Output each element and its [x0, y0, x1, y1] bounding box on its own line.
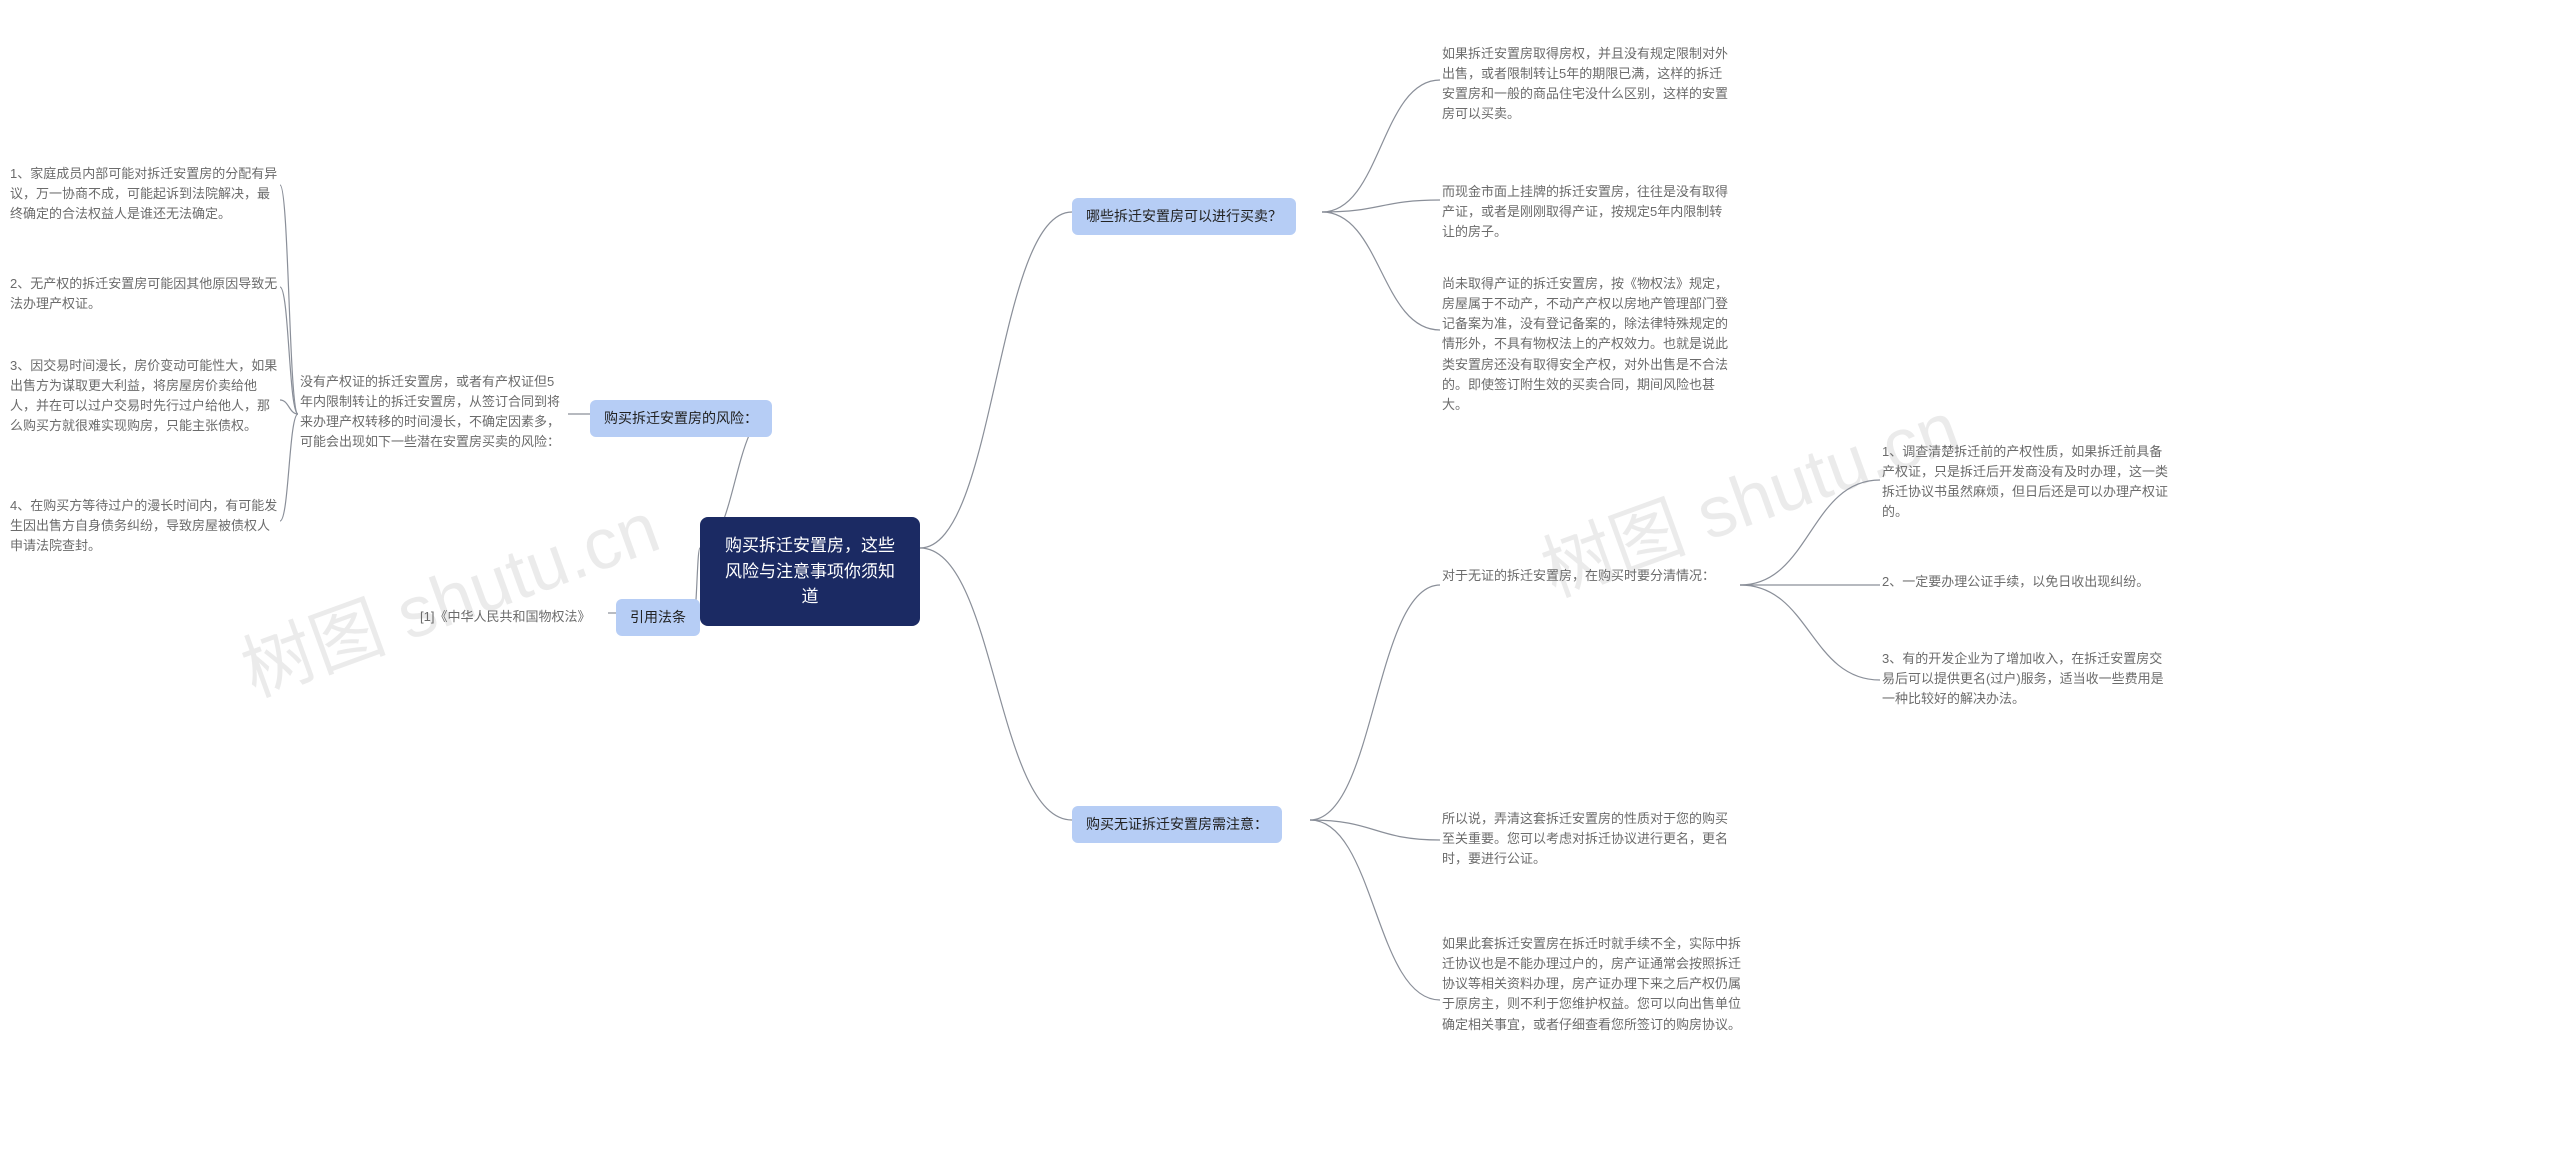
branch-which-label: 哪些拆迁安置房可以进行买卖？ — [1086, 208, 1282, 224]
branch-law: 引用法条 — [616, 599, 700, 636]
branch-risks-label: 购买拆迁安置房的风险： — [604, 410, 758, 426]
which-item-3: 尚未取得产证的拆迁安置房，按《物权法》规定，房屋属于不动产，不动产产权以房地产管… — [1440, 270, 1730, 419]
root-node: 购买拆迁安置房，这些风险与注意事项你须知道 — [700, 517, 920, 626]
branch-law-label: 引用法条 — [630, 609, 686, 625]
branch-nocert: 购买无证拆迁安置房需注意： — [1072, 806, 1282, 843]
nocert-sub-item-3: 3、有的开发企业为了增加收入，在拆迁安置房交易后可以提供更名(过户)服务，适当收… — [1880, 645, 2170, 713]
which-item-1: 如果拆迁安置房取得房权，并且没有规定限制对外出售，或者限制转让5年的期限已满，这… — [1440, 40, 1730, 129]
risk-item-1: 1、家庭成员内部可能对拆迁安置房的分配有异议，万一协商不成，可能起诉到法院解决，… — [8, 160, 280, 228]
watermark: 树图 shutu.cn — [225, 469, 671, 717]
nocert-extra-2: 如果此套拆迁安置房在拆迁时就手续不全，实际中拆迁协议也是不能办理过户的，房产证通… — [1440, 930, 1750, 1039]
canvas: 树图 shutu.cn 树图 shutu.cn 购买拆迁安置房，这些风险与注意事… — [0, 0, 2560, 1172]
law-ref: [1]《中华人民共和国物权法》 — [418, 603, 592, 631]
nocert-extra-1: 所以说，弄清这套拆迁安置房的性质对于您的购买至关重要。您可以考虑对拆迁协议进行更… — [1440, 805, 1730, 873]
branch-nocert-label: 购买无证拆迁安置房需注意： — [1086, 816, 1268, 832]
risk-item-3: 3、因交易时间漫长，房价变动可能性大，如果出售方为谋取更大利益，将房屋房价卖给他… — [8, 352, 280, 441]
branch-which: 哪些拆迁安置房可以进行买卖？ — [1072, 198, 1296, 235]
risk-item-2: 2、无产权的拆迁安置房可能因其他原因导致无法办理产权证。 — [8, 270, 280, 318]
risks-intro: 没有产权证的拆迁安置房，或者有产权证但5年内限制转让的拆迁安置房，从签订合同到将… — [298, 368, 568, 457]
nocert-sub-item-1: 1、调查清楚拆迁前的产权性质，如果拆迁前具备产权证，只是拆迁后开发商没有及时办理… — [1880, 438, 2170, 527]
which-item-2: 而现金市面上挂牌的拆迁安置房，往往是没有取得产证，或者是刚刚取得产证，按规定5年… — [1440, 178, 1730, 246]
branch-risks: 购买拆迁安置房的风险： — [590, 400, 772, 437]
connectors — [0, 0, 2560, 1172]
risk-item-4: 4、在购买方等待过户的漫长时间内，有可能发生因出售方自身债务纠纷，导致房屋被债权… — [8, 492, 280, 560]
nocert-sub-intro: 对于无证的拆迁安置房，在购买时要分清情况： — [1440, 562, 1717, 590]
root-title: 购买拆迁安置房，这些风险与注意事项你须知道 — [725, 536, 895, 606]
nocert-sub-item-2: 2、一定要办理公证手续，以免日收出现纠纷。 — [1880, 568, 2151, 596]
